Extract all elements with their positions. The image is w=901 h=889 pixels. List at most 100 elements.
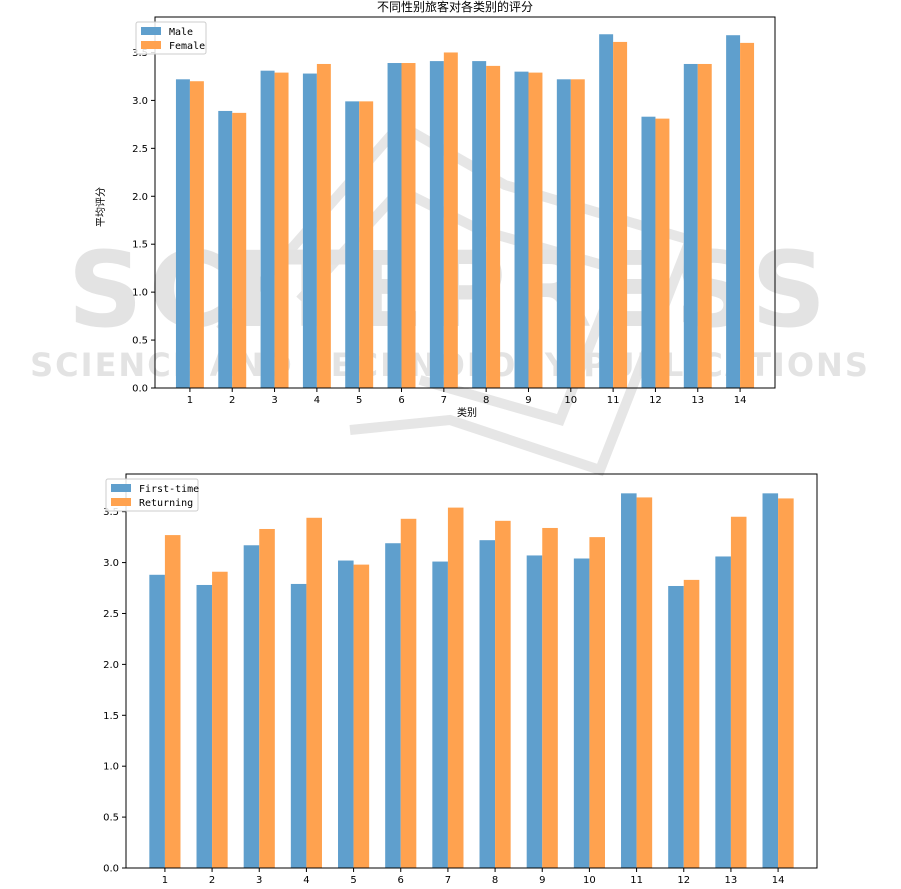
x-tick-label: 13	[691, 395, 704, 406]
bar-returning-10	[589, 537, 605, 868]
bar-male-10	[556, 79, 571, 388]
bar-returning-9	[542, 527, 558, 868]
bar-returning-5	[353, 564, 370, 868]
bar-female-9	[528, 72, 543, 388]
bar-male-1	[175, 79, 190, 388]
bar-male-4	[302, 73, 317, 388]
bar-first-time-6	[385, 543, 401, 868]
x-tick-label: 9	[525, 395, 531, 406]
legend-label: First-time	[139, 484, 199, 495]
y-tick-label: 0.0	[103, 864, 119, 875]
legend-swatch	[141, 41, 161, 49]
y-tick-label: 2.0	[132, 192, 148, 203]
y-tick-label: 1.5	[132, 240, 148, 251]
x-tick-label: 14	[772, 875, 785, 886]
x-ticks: 1 2 3 4 5 6 7 8 9 10 11 12 13 14	[187, 388, 747, 406]
x-tick-label: 14	[734, 395, 747, 406]
bar-female-3	[274, 72, 289, 388]
x-ticks: 1 2 3 4 5 6 7 8 9 10 11 12 13 14	[162, 868, 785, 886]
plot-frame	[154, 16, 776, 389]
bar-returning-13	[730, 516, 747, 868]
bar-female-7	[443, 52, 458, 388]
x-tick-label: 10	[564, 395, 577, 406]
bar-male-8	[472, 61, 487, 388]
bar-female-13	[697, 63, 712, 388]
bar-first-time-1	[149, 574, 165, 868]
bar-female-5	[359, 101, 374, 389]
bar-first-time-2	[196, 584, 213, 868]
x-tick-label: 8	[492, 875, 498, 886]
legend: Male Female	[135, 21, 207, 55]
y-tick-label: 0.5	[132, 336, 148, 347]
bar-first-time-4	[290, 583, 307, 868]
y-tick-label: 3.0	[103, 558, 119, 569]
x-tick-label: 2	[229, 395, 235, 406]
bar-returning-1	[164, 535, 181, 868]
x-tick-label: 1	[162, 875, 168, 886]
bar-returning-8	[495, 520, 511, 868]
bar-group	[149, 493, 794, 868]
y-ticks: 0.0 0.5 1.0 1.5 2.0 2.5 3.0 3.5	[103, 507, 126, 875]
bar-first-time-7	[432, 561, 448, 868]
bar-returning-2	[212, 571, 228, 868]
bar-returning-14	[778, 498, 794, 868]
y-tick-label: 3.0	[132, 96, 148, 107]
x-tick-label: 9	[539, 875, 545, 886]
x-tick-label: 4	[303, 875, 309, 886]
x-tick-label: 7	[441, 395, 447, 406]
legend-swatch	[141, 27, 161, 35]
y-axis-label: 平均评分	[95, 187, 107, 227]
y-tick-label: 1.0	[132, 288, 148, 299]
bar-male-2	[218, 110, 233, 388]
y-tick-label: 3.5	[103, 507, 119, 518]
x-tick-label: 6	[398, 395, 404, 406]
bar-female-12	[655, 118, 670, 389]
x-tick-label: 1	[187, 395, 193, 406]
legend-swatch	[111, 498, 131, 506]
x-tick-label: 11	[630, 875, 643, 886]
bar-returning-4	[306, 517, 322, 868]
chart-visit-type: 1 2 3 4 5 6 7 8 9 10 11 12 13 14 0.00.51.01.52.02.53.…	[103, 473, 818, 886]
legend-label: Male	[169, 27, 193, 38]
bar-male-9	[514, 71, 529, 388]
y-tick-label: 0.5	[103, 813, 119, 824]
chart-gender: 不同性别旅客对各类别的评分 1 2 3 4 5 6 7 8 9 10 11 12 13 14 0.00.5…	[95, 0, 776, 419]
bar-returning-6	[400, 518, 417, 868]
bar-male-3	[260, 70, 275, 389]
bar-returning-11	[636, 497, 653, 868]
bar-male-12	[641, 116, 656, 388]
x-tick-label: 2	[209, 875, 215, 886]
y-tick-label: 2.5	[103, 609, 119, 620]
bar-first-time-12	[668, 585, 684, 868]
x-tick-label: 8	[483, 395, 489, 406]
bar-returning-3	[259, 528, 275, 868]
bar-female-14	[740, 42, 755, 388]
y-tick-label: 2.0	[103, 660, 119, 671]
plot-frame	[125, 473, 818, 869]
x-tick-label: 12	[677, 875, 690, 886]
bar-female-2	[232, 112, 247, 389]
x-tick-label: 5	[350, 875, 356, 886]
x-tick-label: 11	[607, 395, 620, 406]
x-tick-label: 3	[271, 395, 277, 406]
bar-first-time-14	[762, 493, 779, 868]
x-axis-label: 类别	[457, 406, 477, 419]
bar-returning-12	[683, 579, 700, 868]
y-tick-label: 2.5	[132, 144, 148, 155]
bar-male-6	[387, 63, 402, 389]
x-tick-label: 5	[356, 395, 362, 406]
x-tick-label: 7	[445, 875, 451, 886]
legend-label: Female	[169, 41, 205, 52]
x-tick-label: 10	[583, 875, 596, 886]
bar-female-4	[316, 63, 331, 388]
bar-male-14	[726, 35, 741, 389]
bar-male-11	[599, 34, 614, 388]
bar-female-11	[613, 41, 628, 389]
legend-swatch	[111, 484, 131, 492]
bar-first-time-9	[526, 555, 543, 868]
legend: First-time Returning	[105, 478, 199, 512]
bar-first-time-13	[715, 556, 731, 868]
bar-first-time-11	[621, 493, 637, 868]
bar-female-6	[401, 63, 416, 389]
